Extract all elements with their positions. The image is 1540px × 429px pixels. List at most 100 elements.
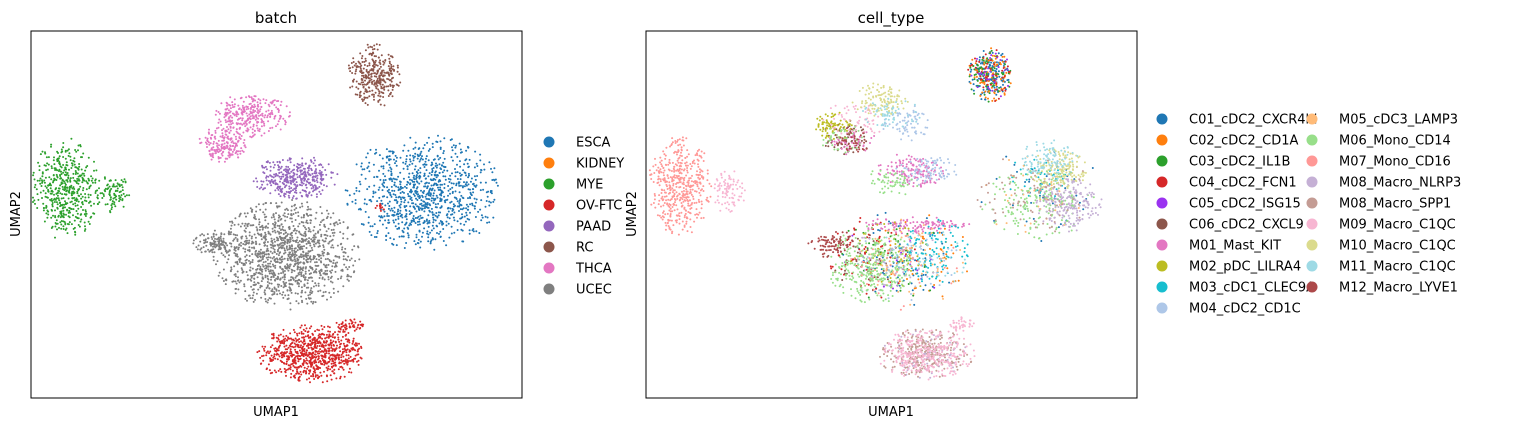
scatter-point: [91, 177, 94, 180]
scatter-point: [260, 252, 263, 255]
scatter-point: [256, 180, 259, 183]
scatter-point: [245, 261, 248, 264]
scatter-point: [425, 169, 428, 172]
scatter-point: [443, 195, 446, 198]
scatter-point: [339, 231, 342, 234]
scatter-point: [325, 366, 328, 369]
scatter-point: [211, 134, 214, 136]
scatter-point: [342, 232, 345, 235]
scatter-point: [51, 203, 54, 206]
scatter-point: [289, 332, 292, 335]
scatter-point: [291, 338, 294, 341]
scatter-point: [452, 203, 455, 206]
scatter-point: [67, 148, 70, 151]
scatter-point: [257, 103, 259, 106]
scatter-point: [319, 274, 322, 277]
scatter-point: [478, 232, 481, 234]
scatter-point: [284, 121, 287, 124]
scatter-point: [453, 196, 456, 199]
scatter-point: [60, 173, 63, 175]
scatter-point: [439, 148, 442, 150]
scatter-point: [381, 83, 384, 86]
scatter-point: [393, 214, 396, 217]
scatter-point: [266, 161, 269, 164]
scatter-point: [439, 167, 442, 170]
scatter-point: [317, 357, 320, 360]
scatter-point: [278, 355, 281, 358]
scatter-point: [342, 221, 345, 224]
scatter-point: [231, 104, 234, 106]
scatter-point: [488, 204, 491, 207]
scatter-point: [277, 349, 280, 352]
scatter-point: [262, 265, 265, 268]
scatter-point: [304, 270, 307, 273]
scatter-point: [96, 202, 99, 205]
scatter-point: [332, 292, 335, 294]
scatter-point: [52, 174, 55, 176]
scatter-point: [286, 240, 289, 243]
scatter-point: [454, 168, 456, 170]
scatter-point: [423, 227, 426, 230]
scatter-point: [418, 197, 421, 200]
scatter-point: [265, 99, 268, 102]
scatter-point: [451, 146, 453, 149]
scatter-point: [296, 366, 298, 369]
scatter-point: [316, 338, 319, 341]
scatter-point: [212, 239, 215, 242]
scatter-point: [302, 216, 305, 219]
scatter-point: [275, 125, 277, 128]
scatter-point: [307, 167, 310, 170]
scatter-point: [389, 72, 392, 75]
scatter-point: [279, 104, 282, 107]
scatter-point: [328, 240, 331, 243]
scatter-point: [433, 173, 436, 176]
scatter-point: [303, 360, 305, 363]
scatter-point: [329, 341, 332, 344]
scatter-point: [209, 153, 212, 156]
scatter-point: [326, 380, 329, 383]
scatter-point: [280, 370, 283, 373]
scatter-point: [461, 216, 464, 219]
scatter-point: [41, 150, 44, 153]
scatter-point: [418, 175, 420, 178]
scatter-point: [276, 250, 279, 253]
scatter-point: [315, 195, 318, 198]
scatter-point: [251, 97, 253, 100]
scatter-point: [348, 341, 351, 344]
scatter-point: [325, 352, 328, 355]
scatter-point: [308, 327, 311, 330]
scatter-point: [306, 201, 309, 204]
scatter-point: [252, 105, 254, 108]
scatter-point: [378, 67, 381, 70]
scatter-point: [381, 75, 384, 78]
scatter-point: [59, 204, 62, 206]
scatter-point: [274, 279, 277, 282]
scatter-point: [381, 223, 384, 226]
scatter-point: [420, 189, 422, 192]
scatter-point: [332, 259, 335, 262]
scatter-point: [351, 200, 354, 203]
scatter-point: [472, 188, 475, 191]
scatter-point: [288, 168, 291, 170]
scatter-point: [283, 274, 286, 277]
scatter-point: [69, 155, 72, 158]
scatter-point: [291, 249, 294, 252]
scatter-point: [297, 241, 300, 244]
scatter-point: [275, 106, 278, 109]
scatter-point: [341, 248, 343, 251]
scatter-point: [429, 231, 432, 234]
scatter-point: [77, 175, 80, 178]
scatter-point: [266, 245, 269, 247]
scatter-point: [268, 161, 271, 164]
scatter-point: [417, 223, 419, 226]
scatter-point: [263, 124, 266, 127]
scatter-point: [439, 156, 442, 159]
scatter-point: [392, 177, 395, 180]
scatter-point: [323, 233, 326, 236]
scatter-point: [253, 281, 256, 284]
scatter-point: [58, 199, 61, 202]
scatter-point: [385, 161, 388, 164]
scatter-point: [256, 186, 259, 188]
scatter-point: [266, 281, 269, 283]
scatter-point: [362, 223, 365, 226]
